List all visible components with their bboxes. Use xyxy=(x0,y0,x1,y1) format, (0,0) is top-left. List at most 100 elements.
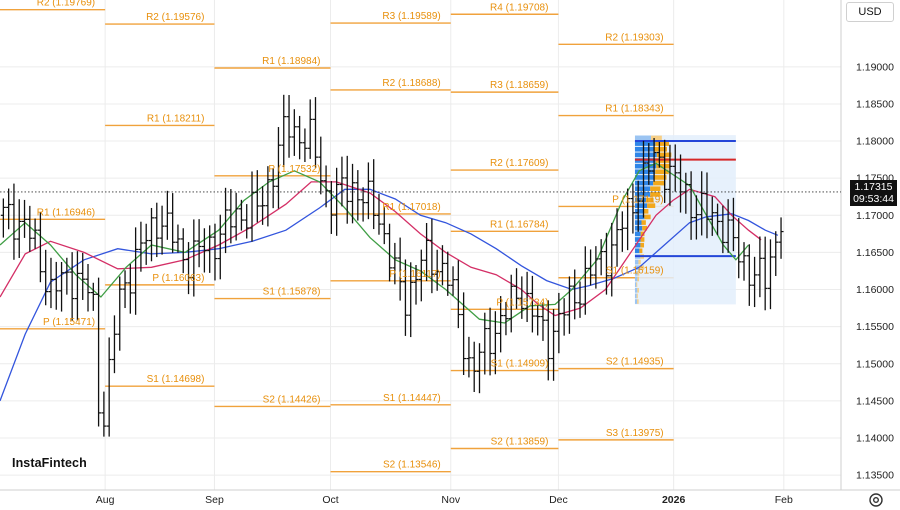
profile-row-up xyxy=(634,141,656,146)
price-bar xyxy=(260,186,266,225)
price-bar xyxy=(90,282,96,311)
price-bar xyxy=(736,218,742,279)
profile-row-up xyxy=(634,248,640,254)
pivot-label: R2 (1.17609) xyxy=(490,158,548,169)
price-bar xyxy=(27,205,33,252)
price-bar xyxy=(59,261,65,312)
price-bar xyxy=(588,249,594,286)
pivot-label: S3 (1.13975) xyxy=(606,428,664,439)
price-bar xyxy=(43,249,49,306)
price-bar xyxy=(254,170,260,223)
price-bar xyxy=(424,222,430,282)
x-tick-label: Oct xyxy=(322,494,338,506)
price-bar xyxy=(74,251,80,321)
price-bar xyxy=(471,341,477,393)
price-bar xyxy=(778,217,784,259)
pivot-label: R1 (1.17018) xyxy=(382,202,440,213)
price-bar xyxy=(138,221,144,272)
pivot-label: S1 (1.14909) xyxy=(491,359,549,370)
price-bar xyxy=(244,204,250,239)
price-bar xyxy=(498,296,504,353)
price-bar xyxy=(709,196,715,236)
profile-row-down xyxy=(655,169,669,175)
price-bar xyxy=(445,251,451,296)
profile-row-up xyxy=(634,293,637,299)
price-bar xyxy=(207,225,213,273)
pivot-label: S2 (1.14426) xyxy=(263,394,321,405)
profile-row-down xyxy=(642,225,648,231)
price-bar xyxy=(619,211,625,252)
profile-row-up xyxy=(634,208,644,214)
profile-row-up xyxy=(634,242,641,248)
price-bar xyxy=(582,246,588,315)
price-bar xyxy=(408,262,414,338)
price-bar xyxy=(122,270,128,309)
y-tick-label: 1.14000 xyxy=(856,433,894,445)
price-bar xyxy=(318,136,324,195)
price-bar xyxy=(455,260,461,329)
price-bar xyxy=(233,192,239,241)
y-tick-label: 1.15000 xyxy=(856,358,894,370)
pivot-label: P (1.15471) xyxy=(43,317,95,328)
price-bar xyxy=(0,198,6,238)
y-tick-label: 1.18500 xyxy=(856,98,894,110)
price-bar xyxy=(32,218,38,249)
price-bar xyxy=(603,232,609,295)
profile-row-up xyxy=(634,259,639,265)
currency-value: USD xyxy=(858,6,882,18)
price-bar xyxy=(551,309,557,381)
profile-row-up xyxy=(634,214,645,220)
profile-row-down xyxy=(638,259,641,265)
price-bar xyxy=(360,187,366,222)
pivot-label: P (1.17532) xyxy=(268,164,320,175)
time-axis[interactable]: Aug Sep Oct Nov Dec 2026 Feb xyxy=(96,494,793,506)
x-tick-label: Aug xyxy=(96,494,115,506)
x-tick-label: Nov xyxy=(441,494,460,506)
moving-average-line-1 xyxy=(0,181,762,317)
profile-row-up xyxy=(634,276,638,282)
profile-row-down xyxy=(637,299,639,304)
price-bar xyxy=(291,109,297,156)
pivot-labels: R2 (1.19769) R1 (1.16946) P (1.15471) R2 (1… xyxy=(37,0,664,471)
price-bar xyxy=(519,276,525,319)
price-bar xyxy=(148,207,154,262)
price-bar xyxy=(429,218,435,294)
profile-row-down xyxy=(640,237,645,242)
settings-gear-icon[interactable] xyxy=(868,492,884,508)
price-bar xyxy=(482,312,488,375)
price-bar xyxy=(170,193,176,253)
pivot-levels xyxy=(0,9,674,473)
price-bar xyxy=(762,236,768,311)
pivot-label: R4 (1.19708) xyxy=(490,2,548,13)
price-bar xyxy=(53,261,59,310)
pivot-label: R1 (1.18343) xyxy=(605,104,663,115)
price-bar xyxy=(85,264,91,312)
price-bar xyxy=(646,143,652,185)
price-bar xyxy=(450,266,456,296)
profile-row-down xyxy=(637,271,640,276)
price-bar xyxy=(609,222,615,297)
price-axis[interactable]: 1.190001.185001.180001.175001.170001.165… xyxy=(856,61,894,481)
price-bar xyxy=(191,219,197,297)
price-bar xyxy=(540,302,546,341)
pivot-label: S2 (1.14935) xyxy=(606,357,664,368)
price-bar xyxy=(228,189,234,244)
instafintech-logo: InstaFintech xyxy=(12,456,87,470)
pivot-label: P (1.16063) xyxy=(152,273,204,284)
price-bar xyxy=(339,156,345,207)
volume-profile-area xyxy=(634,135,736,305)
profile-row-down xyxy=(636,293,638,299)
price-bars xyxy=(0,94,784,437)
price-bar xyxy=(524,271,530,323)
pivot-label: R2 (1.19769) xyxy=(37,0,95,9)
pivot-label: R1 (1.18211) xyxy=(147,113,205,124)
pivot-label: S1 (1.16159) xyxy=(606,266,664,277)
pivot-label: R3 (1.18659) xyxy=(490,80,548,91)
y-tick-label: 1.15500 xyxy=(856,321,894,333)
profile-row-up xyxy=(634,287,638,293)
currency-selector[interactable]: USD xyxy=(846,2,894,22)
profile-row-up xyxy=(634,163,657,169)
profile-row-up xyxy=(634,146,655,152)
pivot-label: S2 (1.13546) xyxy=(383,460,441,471)
